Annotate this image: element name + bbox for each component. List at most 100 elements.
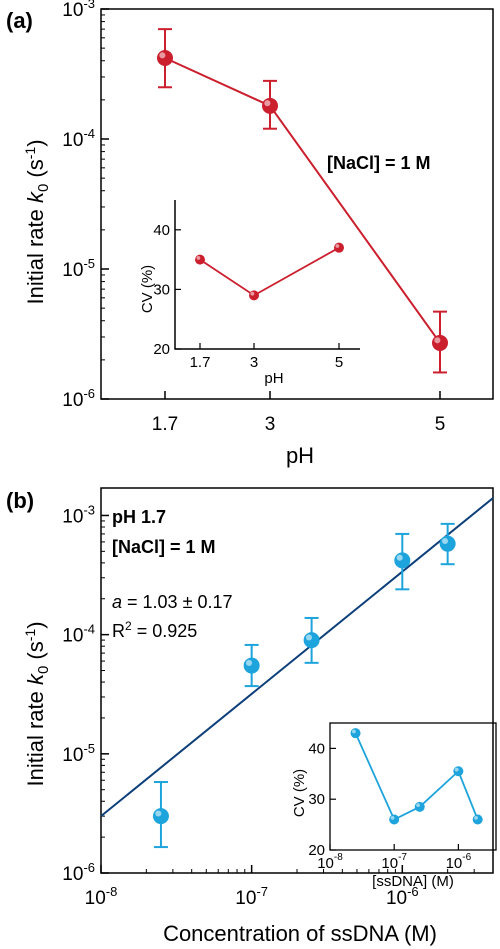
panel-a-label: (a)	[6, 8, 33, 33]
panel-b-x-tick-label-exp: -7	[256, 884, 268, 899]
panel-b-fit-slope: a = 1.03 ± 0.17	[112, 592, 232, 612]
panel-a-data-point-body	[157, 49, 173, 66]
panel-a-y-title-sub: 0	[35, 184, 52, 192]
panel-b-y-tick-label-base: 10	[62, 864, 83, 885]
panel-b-x-tick-label-exp: -6	[407, 884, 419, 899]
panel-b-data-point	[439, 535, 456, 552]
panel-a-y-tick-label-exp: -5	[83, 256, 95, 271]
panel-a-inset-x-tick-label: 1.7	[190, 354, 211, 371]
panel-b-inset-y-tick-label: 20	[308, 842, 325, 859]
panel-b-y-tick-label: 10-3	[62, 502, 95, 527]
panel-b-y-title-var: k	[23, 673, 48, 685]
panel-a-y-tick-label-exp: -3	[83, 0, 95, 11]
panel-b-y-tick-label: 10-5	[62, 741, 95, 766]
panel-b-data-point-highlight	[396, 554, 403, 561]
panel-a-y-tick-label-exp: -4	[83, 126, 95, 141]
panel-a-data	[157, 28, 448, 374]
panel-b-inset-y-tick-label: 30	[308, 791, 325, 808]
panel-a-y-title-var: k	[23, 191, 48, 203]
panel-a-y-tick-label-base: 10	[62, 260, 83, 281]
panel-b-data-point-highlight	[305, 634, 312, 641]
panel-b-y-axis-title: Initial rate k0 (s-1)	[22, 621, 52, 786]
panel-b-y-tick-label-base: 10	[62, 745, 83, 766]
panel-b-fit-line	[100, 497, 494, 817]
panel-b-inset-x-tick-label-exp: -6	[462, 852, 471, 863]
panel-b-inset-y-title: CV (%)	[291, 769, 308, 817]
panel-a-inset-y-tick-label: 30	[153, 281, 170, 298]
panel-b-inset-point	[350, 728, 361, 739]
panel-b-fit-r-value: = 0.925	[132, 621, 198, 641]
panel-a-inset-point	[195, 254, 205, 265]
panel-b-inset-point-highlight	[474, 815, 478, 820]
panel-a-y-title-main: Initial rate	[23, 203, 48, 305]
panel-a-inset-x-tick-label: 3	[250, 354, 258, 371]
panel-a-x-tick-label: 1.7	[152, 414, 178, 435]
panel-b-data-point-body	[439, 535, 456, 552]
panel-b-data-point-body	[303, 632, 320, 649]
panel-b-data-point-body	[152, 808, 169, 825]
panel-a-inset-point-body	[195, 254, 205, 265]
panel-b-x-tick-label: 10-8	[85, 884, 118, 909]
panel-b-data-point-body	[394, 552, 411, 569]
panel-a-data-point	[262, 97, 278, 114]
panel-b-x-tick-label-base: 10	[85, 888, 106, 909]
panel-b-data-point	[394, 552, 411, 569]
panel-a: (a) Initial rate k0 (s-1) pH [NaCl] = 1 …	[6, 0, 494, 468]
panel-b-inset-point-highlight	[454, 767, 459, 772]
panel-b-fit-r2: R2 = 0.925	[112, 619, 197, 641]
panel-a-y-tick-label-base: 10	[62, 0, 83, 21]
panel-a-inset-y-title: CV (%)	[139, 265, 156, 313]
panel-a-y-tick-label-base: 10	[62, 390, 83, 411]
panel-a-inset-point	[334, 242, 344, 253]
panel-b-inset-x-tick-label-base: 10	[446, 855, 463, 872]
panel-a-axes: 10-310-410-510-61.7 3 5	[62, 0, 494, 435]
panel-a-y-tick-label: 10-5	[62, 256, 95, 281]
panel-b-inset-x-tick-label: 10-8	[317, 852, 343, 872]
panel-b-inset-x-tick-label: 10-7	[381, 852, 407, 872]
panel-a-y-title-unit-open: (s	[23, 159, 48, 183]
panel-b-data-point-highlight	[245, 659, 253, 666]
panel-a-plot-frame	[100, 8, 494, 400]
panel-b-x-axis-title: Concentration of ssDNA (M)	[163, 921, 437, 946]
panel-a-data-point-highlight	[434, 337, 441, 344]
panel-b-x-tick-label: 10-7	[235, 884, 268, 909]
panel-b-inset-point-highlight	[351, 729, 356, 734]
panel-b-inset-x-tick-label-base: 10	[317, 855, 334, 872]
panel-a-y-tick-label: 10-3	[62, 0, 95, 21]
panel-a-inset-point-highlight	[335, 244, 340, 248]
panel-b-fit-r-sup: 2	[125, 619, 132, 633]
panel-b-x-tick-label-exp: -8	[106, 884, 118, 899]
panel-b-inset-point	[472, 814, 483, 825]
panel-a-y-title-unit-sup: -1	[22, 147, 38, 160]
panel-b-y-tick-label-exp: -5	[83, 741, 95, 756]
panel-b-data-point	[243, 657, 260, 674]
panel-a-y-tick-label: 10-6	[62, 386, 95, 411]
panel-b-inset-point-highlight	[390, 815, 395, 820]
panel-b-data-point	[303, 632, 320, 649]
panel-b-nacl-annotation: [NaCl] = 1 M	[112, 537, 216, 557]
panel-b-data-point-highlight	[155, 810, 162, 817]
panel-b-inset-x-tick-label-exp: -7	[398, 852, 407, 863]
panel-a-inset-point	[249, 290, 259, 301]
panel-a-inset-axes	[174, 200, 360, 350]
panel-b-inset-point-body	[389, 814, 400, 825]
panel-b-inset-point-body	[472, 814, 483, 825]
panel-a-inset: CV (%) pH 20 30 40 1.7 3 5	[139, 200, 360, 387]
panel-a-nacl-annotation: [NaCl] = 1 M	[327, 153, 431, 173]
panel-a-inset-line	[199, 246, 340, 297]
panel-a-data-point-highlight	[264, 100, 271, 107]
panel-b-y-tick-label-base: 10	[62, 626, 83, 647]
panel-b-y-tick-label: 10-4	[62, 622, 95, 647]
panel-a-y-title-unit-close: )	[23, 139, 48, 146]
panel-b-y-tick-label-base: 10	[62, 506, 83, 527]
panel-b-inset-x-tick-label: 10-6	[446, 852, 472, 872]
panel-b-data	[100, 497, 494, 849]
panel-b-y-tick-label-exp: -6	[83, 860, 95, 875]
panel-b-inset-point-body	[453, 766, 464, 777]
panel-b-data-point-highlight	[441, 537, 449, 545]
panel-a-inset-point-highlight	[250, 291, 255, 296]
panel-a-inset-point-body	[249, 290, 259, 301]
panel-a-inset-x-title: pH	[264, 370, 283, 387]
panel-b-inset-point-highlight	[416, 803, 420, 808]
